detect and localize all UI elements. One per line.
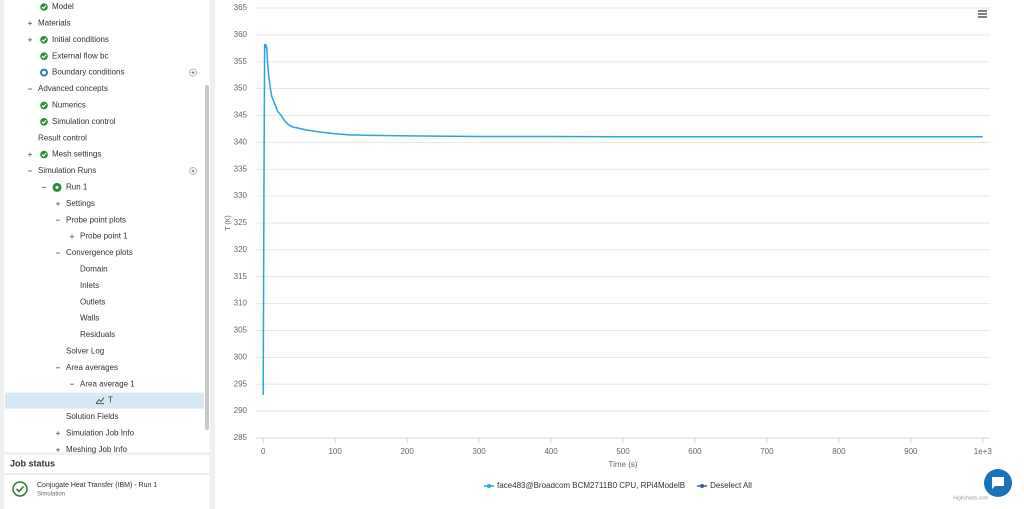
y-tick-label: 350 (234, 84, 248, 93)
status-check (41, 103, 47, 108)
tree-label[interactable]: Convergence plots (66, 248, 133, 257)
tree-label[interactable]: T (108, 396, 113, 405)
tree-label[interactable]: Area average 1 (80, 379, 135, 388)
tree-label[interactable]: Solution Fields (66, 412, 118, 421)
tree-label[interactable]: Probe point 1 (80, 232, 128, 241)
job-panel (4, 455, 210, 509)
y-tick-label: 345 (234, 111, 248, 120)
y-tick-label: 295 (234, 379, 248, 388)
y-tick-label: 300 (234, 352, 248, 361)
y-axis-label: T (K) (225, 215, 232, 230)
chart: 285 290 295 300 305 310 315 320 325 330 335 340 345 3… (225, 3, 993, 501)
tree-label[interactable]: Mesh settings (52, 150, 101, 159)
x-tick-label: 1e+3 (974, 447, 993, 456)
x-tick-label: 900 (904, 447, 918, 456)
tree-label[interactable]: Walls (80, 314, 99, 323)
y-tick-label: 285 (234, 433, 248, 442)
x-tick-label: 200 (400, 447, 414, 456)
plot-icon (95, 397, 105, 405)
legend-deselect[interactable]: Deselect All (710, 481, 752, 490)
legend-dot (700, 484, 705, 488)
status-check (41, 37, 47, 43)
add-sign (191, 71, 195, 75)
x-tick-label: 600 (688, 447, 702, 456)
y-tick-label: 340 (234, 137, 248, 146)
tree-label[interactable]: Inlets (80, 281, 99, 290)
x-tick-label: 700 (760, 447, 774, 456)
selected-row (5, 392, 204, 409)
job-type: Simulation (37, 492, 65, 498)
tree-label[interactable]: Probe point plots (66, 215, 126, 224)
y-tick-label: 320 (234, 245, 248, 254)
tree-label[interactable]: Solver Log (66, 347, 104, 356)
chat-icon (992, 477, 1004, 489)
status-icon (40, 68, 48, 77)
status-check (41, 54, 47, 59)
x-tick-label: 800 (832, 447, 846, 456)
legend-dot (487, 484, 491, 488)
series-line (262, 43, 983, 396)
tree-panel (4, 0, 210, 452)
job-icon (12, 481, 28, 497)
legend-label[interactable]: face483@Broadcom BCM2711B0 CPU, RPi4Mode… (497, 481, 685, 490)
status-check (41, 5, 47, 10)
y-tick-label: 365 (234, 3, 248, 12)
tree-label[interactable]: Outlets (80, 297, 105, 306)
job-title: Job status (10, 458, 55, 468)
x-axis-label: Time (s) (608, 460, 637, 469)
job-check (15, 485, 25, 493)
x-tick-label: 500 (616, 447, 630, 456)
y-tick-label: 315 (234, 272, 248, 281)
y-tick-label: 335 (234, 164, 248, 173)
tree-label[interactable]: Simulation control (52, 117, 116, 126)
chart-panel (215, 0, 1024, 509)
tree-label[interactable]: Domain (80, 265, 108, 274)
tree-label[interactable]: Advanced concepts (38, 84, 108, 93)
tree-label[interactable]: Run 1 (66, 183, 88, 192)
add-sign (191, 169, 195, 173)
tree-label[interactable]: Settings (66, 199, 95, 208)
tree-label[interactable]: Simulation Job Info (66, 429, 135, 438)
tree-label[interactable]: Simulation Runs (38, 166, 96, 175)
chart-menu[interactable] (978, 10, 987, 18)
x-tick-label: 100 (328, 447, 342, 456)
tree-label[interactable]: Materials (38, 19, 70, 28)
tree-label[interactable]: Model (52, 2, 74, 11)
y-tick-label: 325 (234, 218, 248, 227)
x-tick-label: 300 (472, 447, 486, 456)
x-tick-label: 0 (261, 447, 266, 456)
y-tick-label: 355 (234, 57, 248, 66)
status-check (41, 119, 47, 125)
x-tick-label: 400 (544, 447, 558, 456)
y-tick-label: 360 (234, 30, 248, 39)
tree-label[interactable]: External flow bc (52, 51, 108, 60)
status-check (41, 152, 47, 157)
tree-label[interactable]: Area averages (66, 363, 118, 372)
job-name[interactable]: Conjugate Heat Transfer (IBM) - Run 1 (37, 482, 157, 489)
tree-label[interactable]: Residuals (80, 330, 115, 339)
chart-credit[interactable]: Highcharts.com (953, 495, 988, 501)
tree-label[interactable]: Initial conditions (52, 35, 109, 44)
tree-label[interactable]: Boundary conditions (52, 68, 125, 77)
tree: Model Materials Initial conditions External… (5, 2, 204, 454)
run-icon-hole (55, 185, 59, 189)
tree-label[interactable]: Meshing Job Info (66, 445, 127, 454)
y-tick-label: 310 (234, 299, 248, 308)
tree-label[interactable]: Result control (38, 133, 87, 142)
tree-label[interactable]: Numerics (52, 101, 86, 110)
y-tick-label: 305 (234, 326, 248, 335)
y-tick-label: 330 (234, 191, 248, 200)
y-tick-label: 290 (234, 406, 248, 415)
scrollbar (205, 85, 209, 430)
